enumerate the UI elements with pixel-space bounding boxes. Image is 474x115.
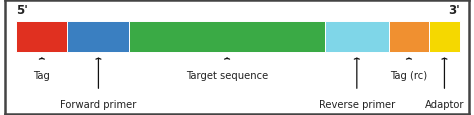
Text: Reverse primer: Reverse primer <box>319 99 395 109</box>
Bar <box>16 21 67 53</box>
Text: 5': 5' <box>16 4 28 17</box>
Text: Tag (rc): Tag (rc) <box>391 70 428 80</box>
Bar <box>325 21 389 53</box>
Bar <box>429 21 460 53</box>
Text: Tag: Tag <box>34 70 50 80</box>
Text: Forward primer: Forward primer <box>60 99 137 109</box>
Bar <box>389 21 429 53</box>
Text: 3': 3' <box>448 4 460 17</box>
Bar <box>129 21 325 53</box>
Bar <box>67 21 129 53</box>
Text: Target sequence: Target sequence <box>186 70 268 80</box>
Text: Adaptor: Adaptor <box>425 99 464 109</box>
